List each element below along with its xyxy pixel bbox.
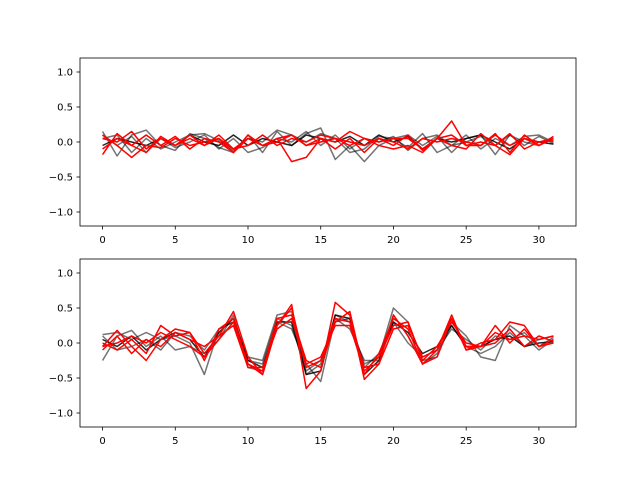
y-tick-label: 1.0 xyxy=(57,68,73,79)
x-tick-label: 0 xyxy=(99,436,105,447)
x-tick-label: 30 xyxy=(533,235,546,246)
series-line-5 xyxy=(102,132,554,159)
chart-top: 0 5 10 15 20 25 30 −1.0 −0.5 0.0 0.5 1.0 xyxy=(49,57,577,246)
x-tick-label: 10 xyxy=(242,235,255,246)
x-tick-label: 10 xyxy=(242,436,255,447)
chart-bottom: 0 5 10 15 20 25 30 −1.0 −0.5 0.0 0.5 1.0 xyxy=(49,258,577,447)
x-tick-label: 15 xyxy=(314,436,327,447)
y-tick-label: 0.0 xyxy=(57,138,73,149)
x-tick-label: 30 xyxy=(533,436,546,447)
x-tick-label: 20 xyxy=(387,436,400,447)
x-tick-label: 25 xyxy=(460,436,473,447)
y-tick-label: −1.0 xyxy=(49,409,73,420)
y-tick-label: −0.5 xyxy=(49,173,73,184)
x-tick-label: 5 xyxy=(172,235,178,246)
y-tick-label: −0.5 xyxy=(49,374,73,385)
x-tick-label: 20 xyxy=(387,235,400,246)
x-tick-label: 25 xyxy=(460,235,473,246)
y-tick-label: 0.5 xyxy=(57,304,73,315)
x-tick-label: 0 xyxy=(99,235,105,246)
series-line-5 xyxy=(102,310,554,376)
series-line-7 xyxy=(102,307,554,376)
y-tick-label: 0.0 xyxy=(57,339,73,350)
y-tick-label: −1.0 xyxy=(49,208,73,219)
y-tick-label: 0.5 xyxy=(57,103,73,114)
series-line-1 xyxy=(101,314,554,383)
x-tick-label: 15 xyxy=(314,235,327,246)
x-tick-label: 5 xyxy=(172,436,178,447)
y-tick-label: 1.0 xyxy=(57,269,73,280)
series-line-7 xyxy=(102,134,554,154)
